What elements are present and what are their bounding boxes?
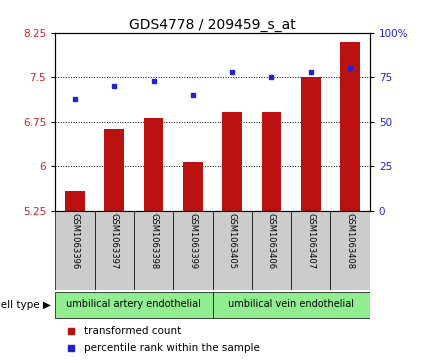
Bar (173, 211, 212, 290)
Text: cell type ▶: cell type ▶ (0, 300, 51, 310)
Bar (301, 77, 320, 211)
Text: GSM1063399: GSM1063399 (188, 213, 197, 269)
Text: GSM1063408: GSM1063408 (346, 213, 354, 269)
Bar (340, 42, 360, 211)
Bar (134, 211, 173, 290)
Bar (105, 129, 124, 211)
Text: umbilical artery endothelial: umbilical artery endothelial (66, 299, 201, 309)
Bar (55, 291, 212, 318)
Text: GSM1063398: GSM1063398 (149, 213, 158, 269)
Text: percentile rank within the sample: percentile rank within the sample (84, 343, 259, 353)
Text: GSM1063397: GSM1063397 (110, 213, 119, 269)
Bar (65, 191, 85, 211)
Bar (291, 211, 331, 290)
Text: umbilical vein endothelial: umbilical vein endothelial (228, 299, 354, 309)
Bar (55, 211, 94, 290)
Text: GSM1063405: GSM1063405 (228, 213, 237, 269)
Bar (252, 211, 291, 290)
Bar (212, 211, 252, 290)
Bar (331, 211, 370, 290)
Bar (183, 162, 203, 211)
Text: GSM1063406: GSM1063406 (267, 213, 276, 269)
Bar (222, 112, 242, 211)
Text: GSM1063396: GSM1063396 (71, 213, 79, 269)
Text: GSM1063407: GSM1063407 (306, 213, 315, 269)
Bar (94, 211, 134, 290)
Title: GDS4778 / 209459_s_at: GDS4778 / 209459_s_at (129, 18, 296, 32)
Bar (212, 291, 370, 318)
Bar (262, 112, 281, 211)
Text: transformed count: transformed count (84, 326, 181, 336)
Bar (144, 118, 163, 211)
